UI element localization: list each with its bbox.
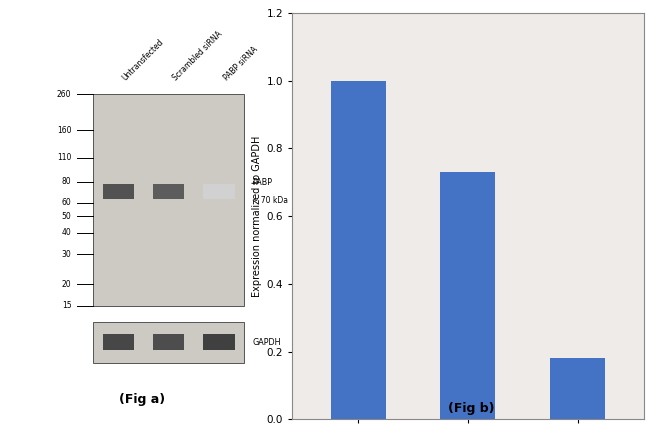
Text: Scrambled siRNA: Scrambled siRNA xyxy=(172,29,224,82)
Text: 60: 60 xyxy=(62,198,72,207)
Text: 110: 110 xyxy=(57,153,72,162)
Bar xyxy=(93,322,244,363)
Y-axis label: Expression normalized to GAPDH: Expression normalized to GAPDH xyxy=(252,135,263,297)
Text: 80: 80 xyxy=(62,177,72,186)
Text: (Fig a): (Fig a) xyxy=(118,392,164,406)
Text: 50: 50 xyxy=(62,212,72,221)
Bar xyxy=(103,184,134,199)
Bar xyxy=(441,172,495,419)
Text: Untransfected: Untransfected xyxy=(121,37,166,82)
Bar xyxy=(103,334,134,350)
Bar xyxy=(153,334,184,350)
Text: 40: 40 xyxy=(62,229,72,238)
Text: 260: 260 xyxy=(57,89,72,99)
Text: (Fig b): (Fig b) xyxy=(448,402,495,415)
Bar xyxy=(331,80,385,419)
Text: ~ 70 kDa: ~ 70 kDa xyxy=(252,196,289,205)
Text: 160: 160 xyxy=(57,126,72,135)
Bar xyxy=(203,184,235,199)
Text: PABP siRNA: PABP siRNA xyxy=(222,45,259,82)
Text: PABP: PABP xyxy=(252,178,272,187)
Text: 20: 20 xyxy=(62,280,72,289)
Bar xyxy=(153,184,184,199)
Text: GAPDH: GAPDH xyxy=(252,338,281,347)
Bar xyxy=(203,334,235,350)
Bar xyxy=(550,359,605,419)
Bar xyxy=(93,94,244,306)
Text: 15: 15 xyxy=(62,301,72,310)
Text: 30: 30 xyxy=(62,250,72,259)
